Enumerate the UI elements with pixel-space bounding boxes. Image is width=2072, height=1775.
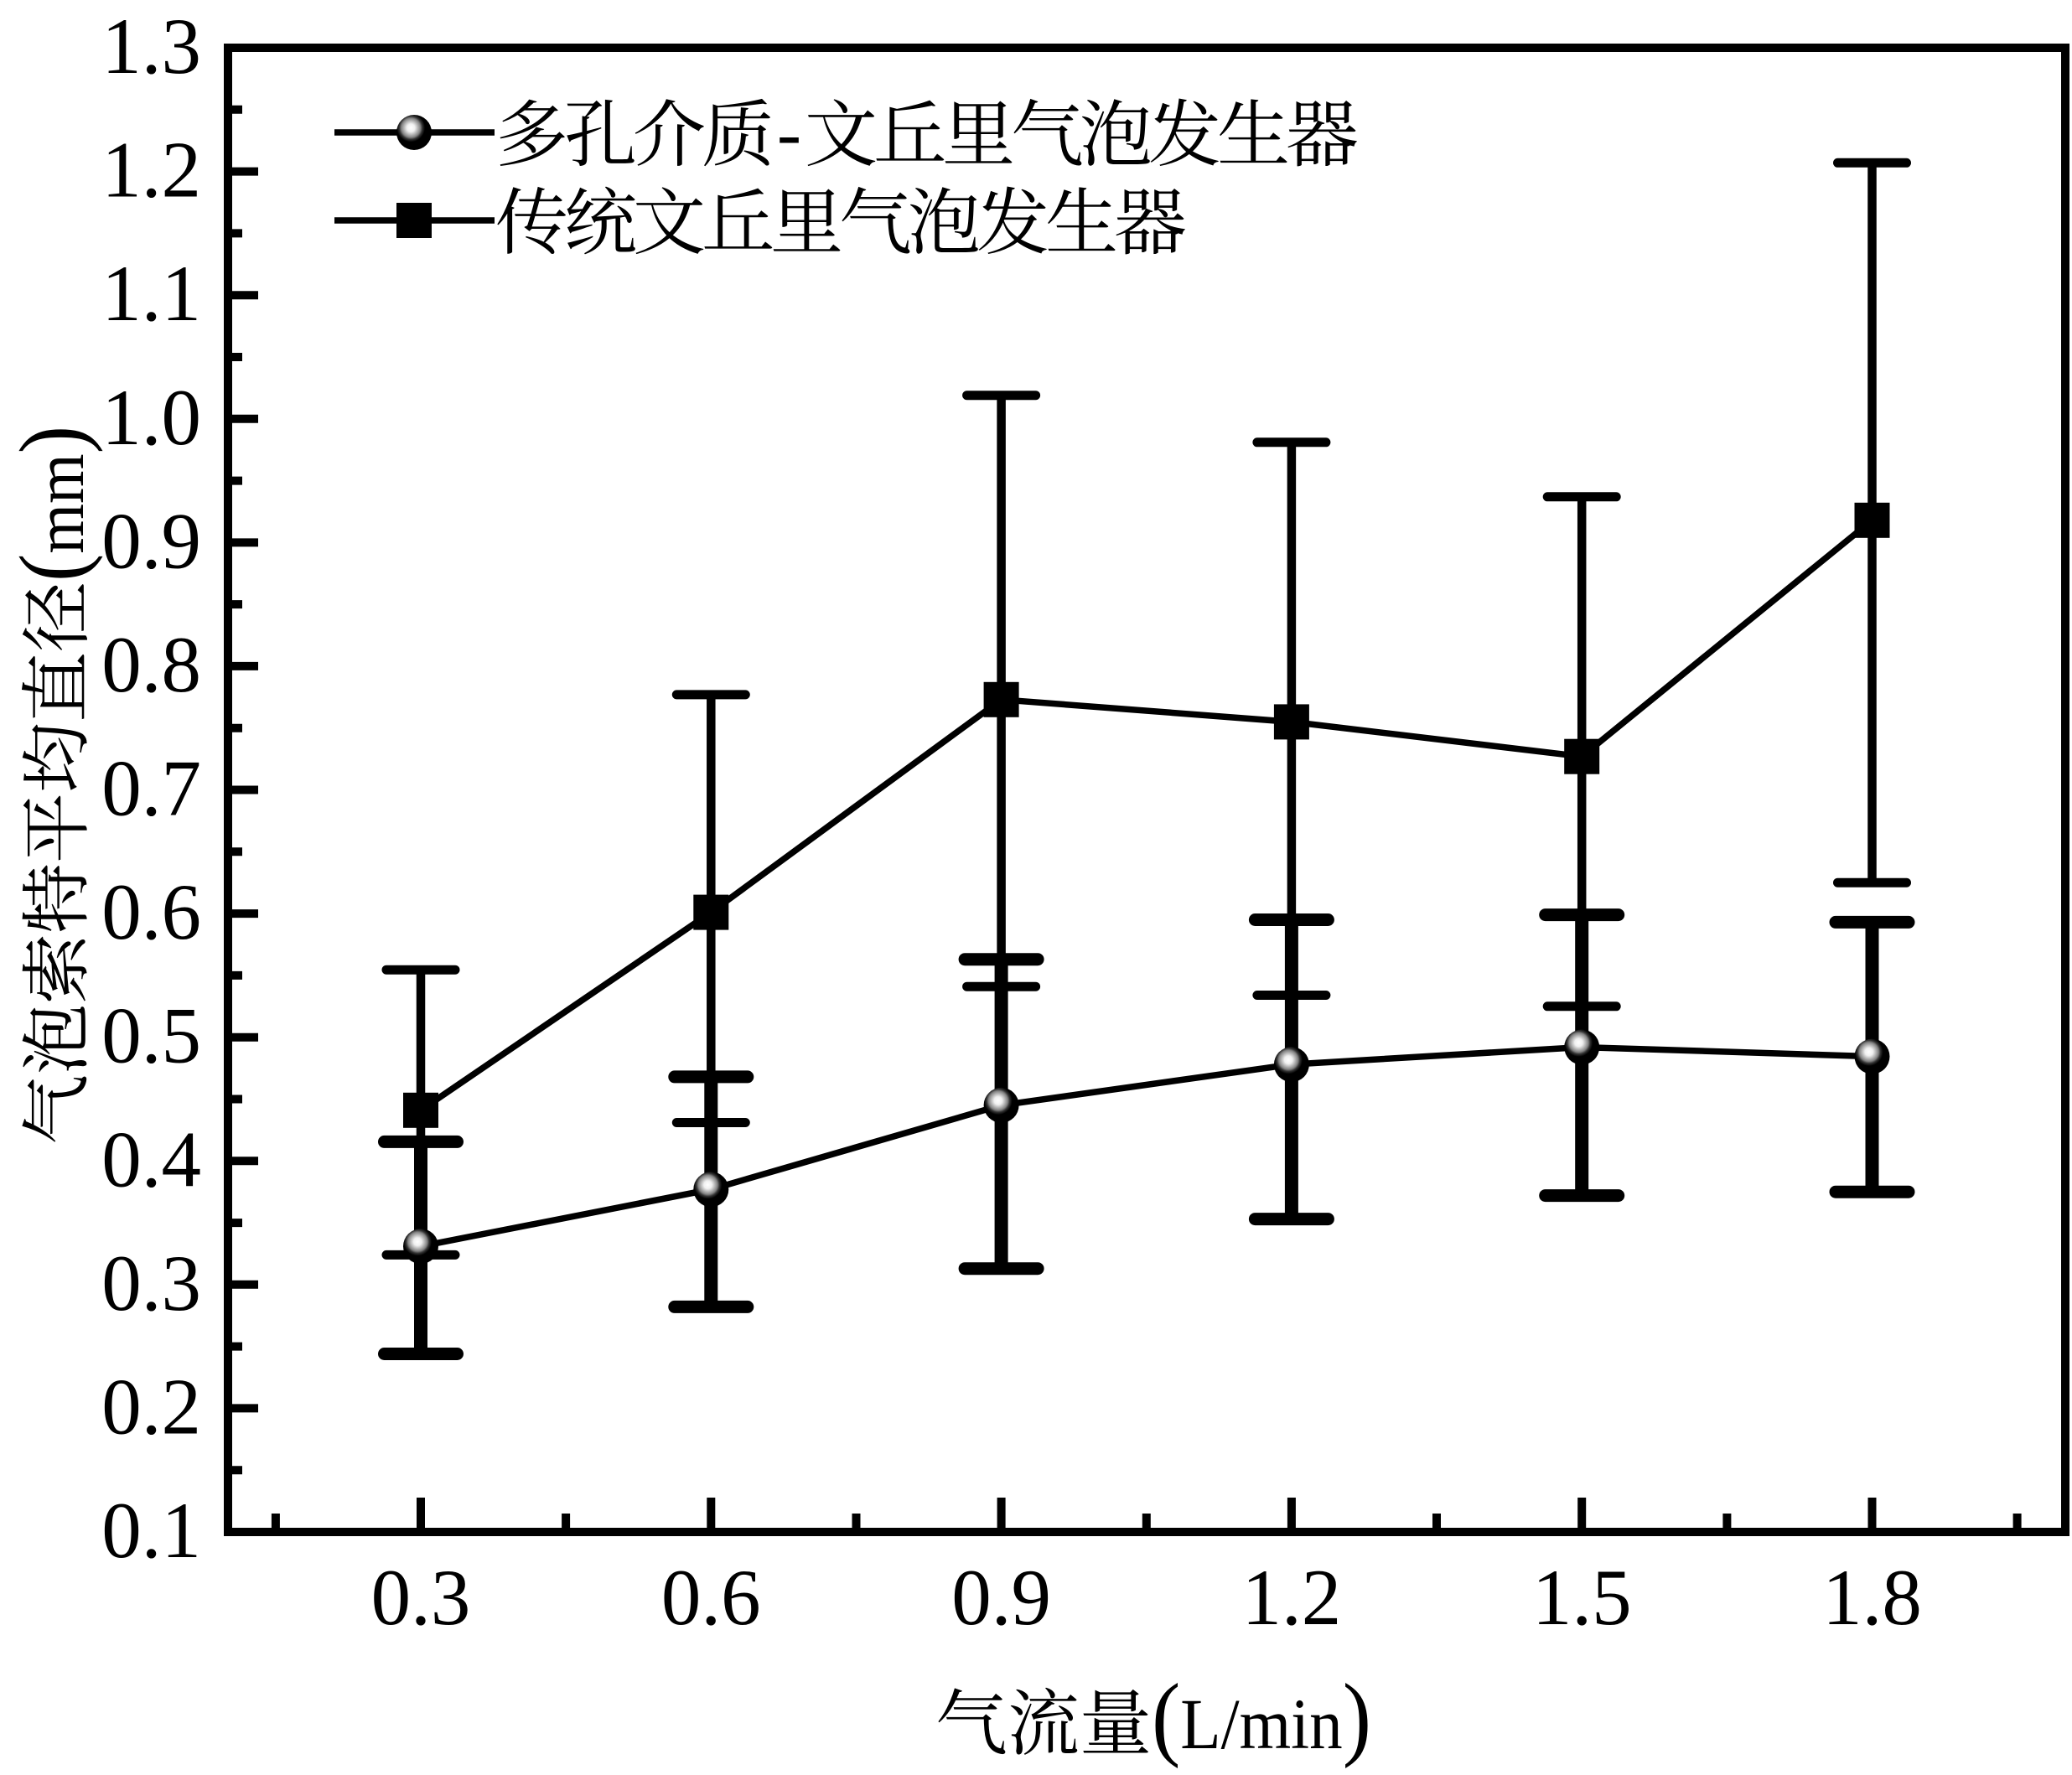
svg-text:1.8: 1.8: [1822, 1553, 1922, 1642]
svg-text:0.7: 0.7: [101, 744, 201, 833]
svg-text:(mm): (mm): [1, 426, 103, 582]
svg-text:0.8: 0.8: [101, 620, 201, 709]
svg-text:0.1: 0.1: [101, 1486, 201, 1575]
svg-text:1.1: 1.1: [101, 249, 201, 338]
svg-text:0.2: 0.2: [101, 1362, 201, 1451]
svg-text:0.4: 0.4: [101, 1115, 201, 1203]
svg-text:0.3: 0.3: [371, 1553, 471, 1642]
svg-text:1.2: 1.2: [101, 126, 201, 215]
svg-text:-: -: [777, 92, 801, 173]
svg-text:0.3: 0.3: [101, 1239, 201, 1327]
svg-text:1.3: 1.3: [101, 2, 201, 91]
svg-text:0.6: 0.6: [661, 1553, 761, 1642]
svg-text:0.9: 0.9: [951, 1553, 1051, 1642]
svg-text:0.6: 0.6: [101, 867, 201, 956]
svg-text:1.0: 1.0: [101, 373, 201, 462]
svg-text:1.5: 1.5: [1532, 1553, 1632, 1642]
svg-text:0.5: 0.5: [101, 991, 201, 1080]
svg-text:0.9: 0.9: [101, 496, 201, 585]
svg-text:1.2: 1.2: [1242, 1553, 1342, 1642]
